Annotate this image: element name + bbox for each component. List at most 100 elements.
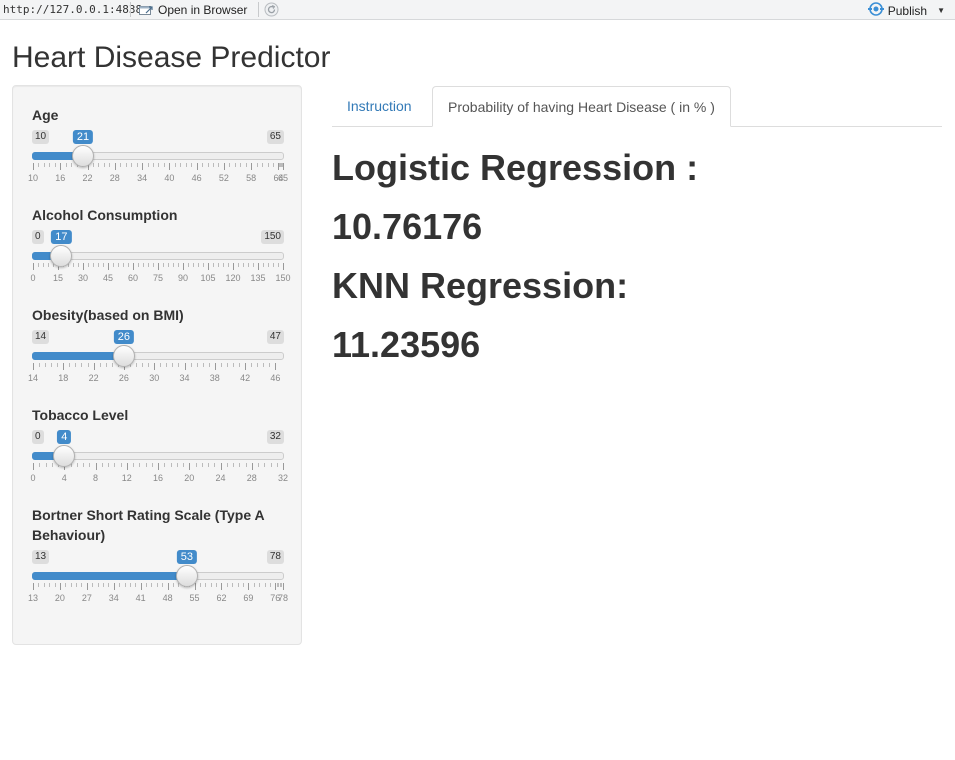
slider-minor-tick — [69, 363, 71, 367]
slider-minor-tick — [278, 263, 279, 267]
range-slider[interactable]: 14 18 22 26 30 34 38 42 46 14 47 26 — [28, 330, 284, 390]
slider-tick-label: 42 — [240, 373, 251, 383]
refresh-icon[interactable] — [264, 2, 279, 20]
slider-major-tick — [221, 583, 223, 590]
slider-minor-tick — [70, 463, 72, 467]
slider-minor-tick — [253, 263, 254, 267]
slider-minor-tick — [195, 463, 197, 467]
slider-minor-tick — [142, 363, 144, 367]
browser-window-icon — [139, 4, 153, 16]
slider-tick-label: 34 — [137, 173, 148, 183]
slider-minor-tick — [39, 363, 41, 367]
slider-max-label: 65 — [266, 130, 284, 144]
slider-handle[interactable] — [50, 245, 73, 267]
slider-handle[interactable] — [175, 565, 198, 587]
slider-minor-tick — [70, 583, 72, 587]
slider-minor-tick — [198, 263, 199, 267]
slider-minor-tick — [153, 263, 154, 267]
range-slider[interactable]: 0 4 8 12 16 20 24 28 32 0 32 4 — [30, 430, 288, 490]
slider-minor-tick — [202, 363, 204, 367]
slider-major-tick — [189, 463, 191, 470]
tab-probability[interactable]: Probability of having Heart Disease ( in… — [432, 86, 731, 127]
slider-minor-tick — [193, 263, 194, 267]
slider-fill — [32, 572, 186, 580]
slider-major-tick — [233, 263, 234, 270]
slider-major-tick — [83, 263, 84, 270]
slider-major-tick — [278, 163, 280, 170]
slider-minor-tick — [147, 163, 149, 167]
slider-minor-tick — [38, 163, 40, 167]
slider-tick-label: 150 — [275, 273, 291, 283]
slider-minor-tick — [113, 263, 114, 267]
slider-handle[interactable] — [72, 145, 94, 167]
tobacco-slider-group: Tobacco Level 0 4 8 12 16 20 24 28 32 0 32 4 — [30, 405, 288, 483]
slider-major-tick — [214, 363, 216, 370]
slider-tick-label: 30 — [77, 273, 89, 283]
slider-minor-tick — [213, 263, 214, 267]
tab-instruction[interactable]: Instruction — [347, 98, 412, 114]
slider-minor-tick — [233, 363, 234, 367]
slider-minor-tick — [120, 163, 122, 167]
age-label: Age — [32, 107, 59, 123]
slider-minor-tick — [243, 583, 244, 587]
slider-minor-tick — [213, 163, 214, 167]
slider-major-tick — [283, 163, 284, 170]
range-slider[interactable]: 0 15 30 45 60 75 90 105 120 135 150 0 150 17 — [30, 230, 291, 290]
slider-minor-tick — [145, 463, 147, 467]
slider-tick-label: 76 — [270, 593, 281, 603]
slider-minor-tick — [108, 463, 109, 467]
slider-minor-tick — [180, 163, 182, 167]
slider-minor-tick — [173, 263, 174, 267]
slider-minor-tick — [228, 263, 229, 267]
alcohol-slider-group: Alcohol Consumption 0 15 30 45 60 75 90 105 120 1… — [30, 205, 290, 283]
slider-minor-tick — [114, 463, 116, 467]
slider-major-tick — [251, 163, 253, 170]
slider-minor-tick — [98, 163, 100, 167]
slider-minor-tick — [279, 163, 281, 167]
obesity-slider-group: Obesity(based on BMI) 14 18 22 26 30 34 38 42 46… — [28, 305, 284, 383]
slider-handle[interactable] — [53, 445, 76, 467]
slider-minor-tick — [234, 163, 236, 167]
slider-tick-label: 0 — [30, 473, 36, 483]
slider-minor-tick — [199, 583, 201, 587]
sidebar-panel: Age 10 16 22 28 34 40 46 52 58 64 65 10 65 21 Alcohol… — [12, 85, 302, 645]
slider-minor-tick — [178, 583, 180, 587]
slider-major-tick — [154, 363, 156, 370]
slider-minor-tick — [143, 263, 144, 267]
slider-minor-tick — [267, 163, 269, 167]
slider-major-tick — [184, 363, 186, 370]
slider-tick-label: 60 — [127, 273, 139, 283]
slider-minor-tick — [208, 463, 209, 467]
slider-tick-label: 32 — [277, 473, 289, 483]
slider-minor-tick — [259, 583, 261, 587]
slider-minor-tick — [202, 163, 204, 167]
slider-minor-tick — [223, 263, 224, 267]
slider-minor-tick — [76, 583, 78, 587]
slider-minor-tick — [188, 263, 189, 267]
slider-max-label: 150 — [261, 230, 284, 244]
open-in-browser-button[interactable]: Open in Browser — [139, 2, 247, 18]
slider-major-tick — [158, 263, 159, 270]
range-slider[interactable]: 13 20 27 34 41 48 55 62 69 76 78 13 78 53 — [28, 550, 288, 610]
slider-minor-tick — [151, 463, 153, 467]
slider-tick-label: 48 — [162, 593, 173, 603]
slider-minor-tick — [48, 263, 49, 267]
range-slider[interactable]: 10 16 22 28 34 40 46 52 58 64 65 10 65 21 — [28, 130, 288, 190]
slider-minor-tick — [270, 463, 272, 467]
slider-minor-tick — [45, 363, 47, 367]
slider-minor-tick — [51, 363, 53, 367]
slider-minor-tick — [158, 163, 160, 167]
slider-tick-label: 78 — [277, 593, 289, 603]
slider-minor-tick — [216, 583, 218, 587]
publish-button[interactable]: Publish ▼ — [867, 2, 945, 19]
chevron-down-icon[interactable]: ▼ — [937, 6, 945, 15]
slider-tick-label: 4 — [61, 473, 67, 483]
slider-minor-tick — [53, 263, 54, 267]
slider-handle[interactable] — [112, 345, 135, 367]
slider-minor-tick — [38, 583, 40, 587]
slider-minor-tick — [49, 583, 51, 587]
slider-minor-tick — [245, 163, 247, 167]
slider-minor-tick — [178, 263, 179, 267]
slider-tick-label: 90 — [177, 273, 189, 283]
slider-minor-tick — [273, 263, 274, 267]
